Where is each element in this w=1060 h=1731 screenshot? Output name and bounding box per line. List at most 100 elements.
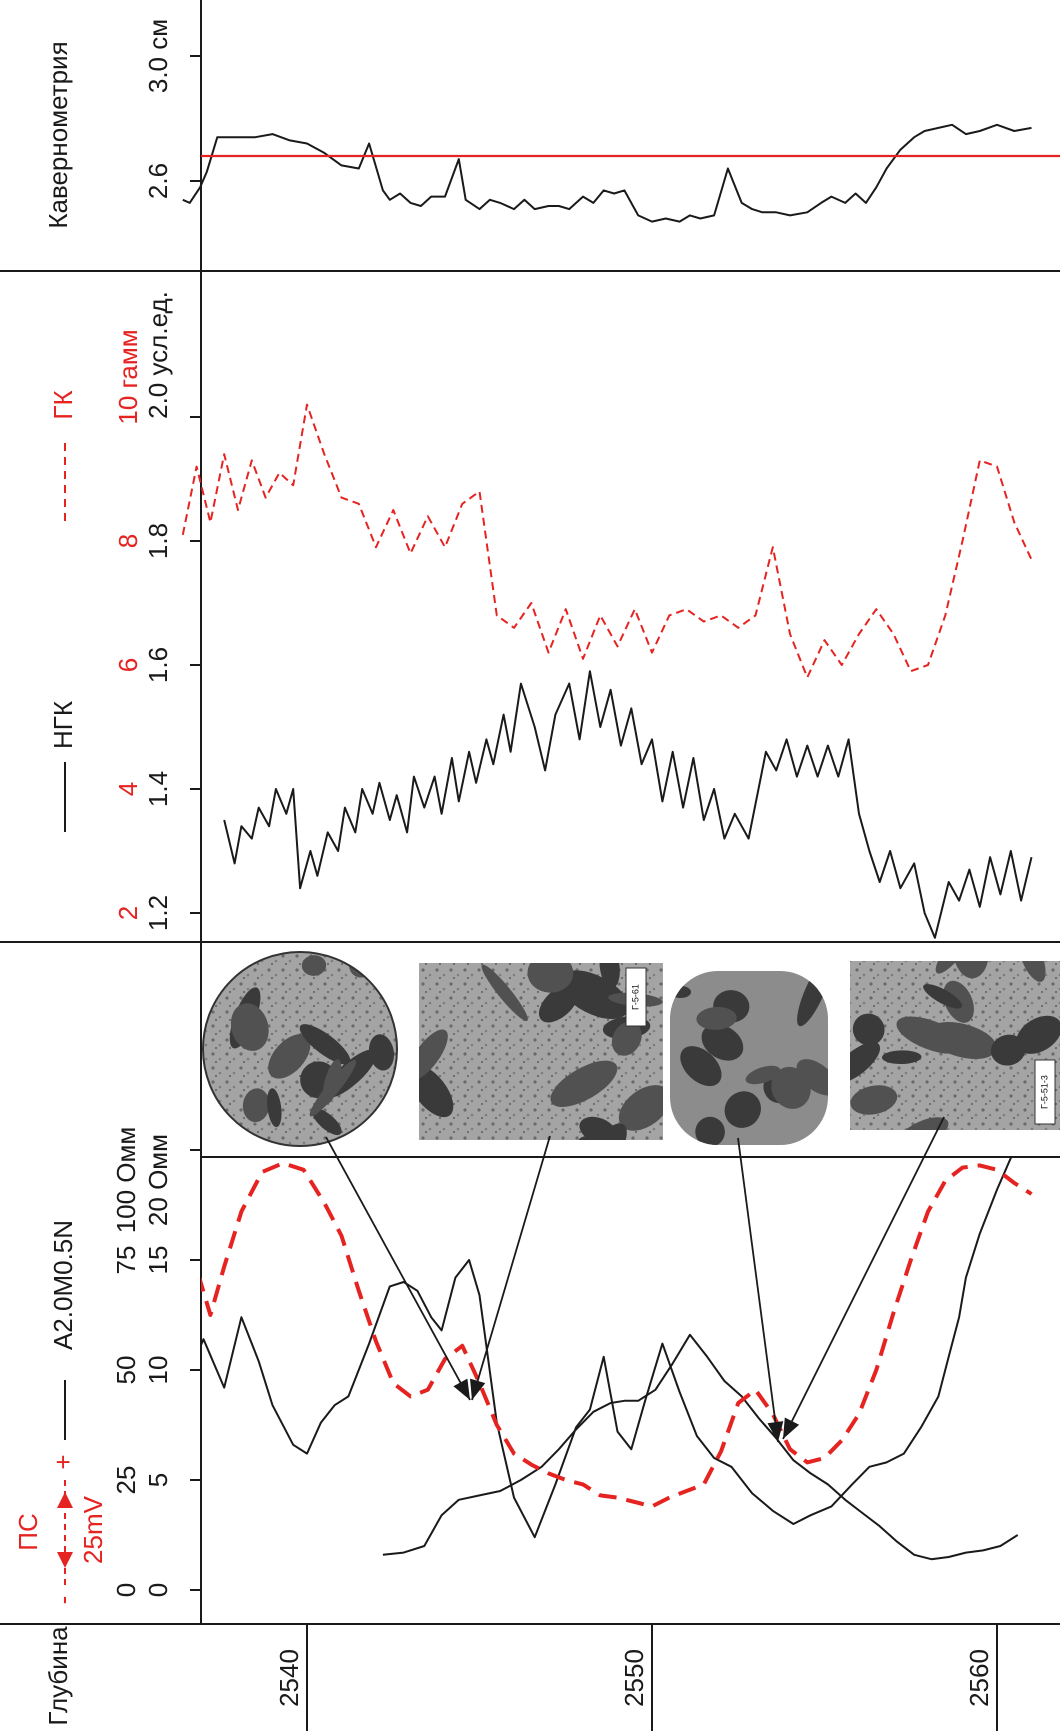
clast	[301, 955, 327, 976]
photo-arrow-line	[737, 1137, 779, 1443]
caliper-track-title: Кавернометрия	[43, 41, 73, 228]
photo-clasts	[850, 961, 1060, 1130]
clast	[701, 1024, 744, 1061]
res-legend-label: A2.0M0.5N	[48, 1220, 78, 1350]
clast	[952, 961, 989, 979]
clast	[527, 963, 574, 993]
ngk-curve	[223, 670, 1033, 939]
photo-arrow-head	[783, 1417, 800, 1439]
gk-tick-label: 10 гамм	[113, 329, 143, 424]
clast	[230, 1003, 269, 1051]
clast	[724, 1091, 761, 1128]
clast	[419, 1029, 448, 1081]
res-inner-tick-label: 15	[143, 1246, 173, 1275]
depth-tick-label: 2550	[619, 1649, 649, 1707]
ngk-legend-label: НГК	[48, 701, 78, 749]
photo-arrow-head	[453, 1378, 470, 1400]
clast	[850, 1042, 881, 1084]
gk-legend-label: ГК	[48, 390, 78, 419]
ps-scale-label: 25mV	[78, 1495, 108, 1564]
clast	[299, 1024, 351, 1065]
gk-tick-label: 6	[113, 658, 143, 672]
clast	[1018, 961, 1046, 982]
ps-minus: -	[48, 1596, 78, 1605]
ngk-tick-label: 1.2	[143, 895, 173, 931]
clast	[618, 1085, 663, 1131]
clast	[368, 1034, 395, 1071]
photo-tag	[625, 967, 647, 1027]
photo-arrow-line	[782, 1116, 945, 1440]
clast	[897, 1117, 949, 1130]
clast	[935, 961, 975, 974]
res-outer-tick-label: 0	[111, 1583, 141, 1597]
gk-tick-label: 2	[113, 906, 143, 920]
clast	[559, 970, 629, 1019]
clast	[550, 1060, 618, 1107]
depth-tick-label: 2560	[964, 1649, 994, 1707]
gk-tick-label: 4	[113, 782, 143, 796]
core-photo-4	[850, 961, 1060, 1130]
clast	[850, 1085, 898, 1115]
depth-axis-title: Глубина	[43, 1626, 73, 1726]
log-curves	[181, 123, 1060, 1561]
clast	[696, 1006, 737, 1030]
clast	[896, 1016, 965, 1054]
gk-tick-label: 8	[113, 534, 143, 548]
ps-plus: +	[48, 1454, 78, 1469]
res-outer-tick-label: 25	[111, 1466, 141, 1495]
clast	[599, 963, 620, 989]
clast	[990, 1034, 1026, 1066]
ps-legend-label: ПС	[13, 1513, 43, 1550]
res-outer-tick-label: 100 Омм	[111, 1127, 141, 1234]
clast	[312, 1108, 342, 1136]
photo-arrow-line	[471, 1135, 551, 1401]
track-labels: Кавернометрия НГК ГК ПС 25mV - + A2.0M0.5N Глуби…	[13, 41, 108, 1725]
res-outer-tick-label: 75	[111, 1246, 141, 1275]
clast	[881, 1050, 922, 1065]
ngk-tick-label: 1.6	[143, 647, 173, 683]
res-inner-tick-label: 10	[143, 1356, 173, 1385]
depth-tick-label: 2540	[274, 1649, 304, 1707]
ngk-tick-label: 2.0 усл.ед.	[143, 291, 173, 419]
clast	[538, 984, 579, 1023]
caliper-tick-label: 3.0 см	[143, 19, 173, 93]
photo-tag-label: Г-5-51-3	[1039, 1075, 1049, 1109]
photo-tag	[1034, 1059, 1056, 1125]
photo-outline	[202, 951, 398, 1147]
clast	[923, 984, 963, 1009]
ngk-tick-label: 1.8	[143, 523, 173, 559]
clast	[267, 1088, 282, 1128]
resistivity-curves	[201, 1157, 1033, 1561]
clast	[1016, 1015, 1060, 1054]
caliper-curve	[182, 123, 1032, 223]
res-inner-tick-label: 5	[143, 1473, 173, 1487]
clast	[852, 1013, 885, 1046]
gk-curve	[181, 403, 1033, 679]
res-outer-tick-label: 50	[111, 1356, 141, 1385]
photo-tag-label: Г-5-61	[630, 984, 640, 1010]
photo-arrow-head	[767, 1421, 784, 1442]
clast	[268, 1034, 311, 1079]
clast	[322, 1059, 342, 1105]
clast	[796, 1059, 828, 1096]
core-photos: Г-5-61 Г-5-51-3	[202, 951, 1060, 1147]
photo-arrows	[325, 1116, 945, 1443]
track-axes: 2.6 3.0 см 1.22 1.44 1.66 1.88 2.0 усл.ед.10 г…	[111, 0, 998, 1731]
clast	[745, 1065, 781, 1085]
ps-arrow-head	[57, 1492, 73, 1508]
ps-arrow-tail	[57, 1552, 73, 1568]
clast	[481, 964, 528, 1021]
res-inner-tick-label: 0	[143, 1583, 173, 1597]
core-photo-1	[203, 952, 397, 1146]
res-inner-tick-label: 20 Омм	[143, 1134, 173, 1226]
core-photo-3	[670, 971, 828, 1145]
clast	[695, 1116, 725, 1145]
resistivity-curve	[201, 1157, 1013, 1539]
photo-arrow-head	[470, 1378, 486, 1400]
sp-curve	[201, 1161, 1033, 1509]
ngk-tick-label: 1.4	[143, 771, 173, 807]
clast	[242, 1088, 270, 1123]
clast	[680, 1046, 722, 1087]
photo-clasts	[419, 963, 663, 1140]
